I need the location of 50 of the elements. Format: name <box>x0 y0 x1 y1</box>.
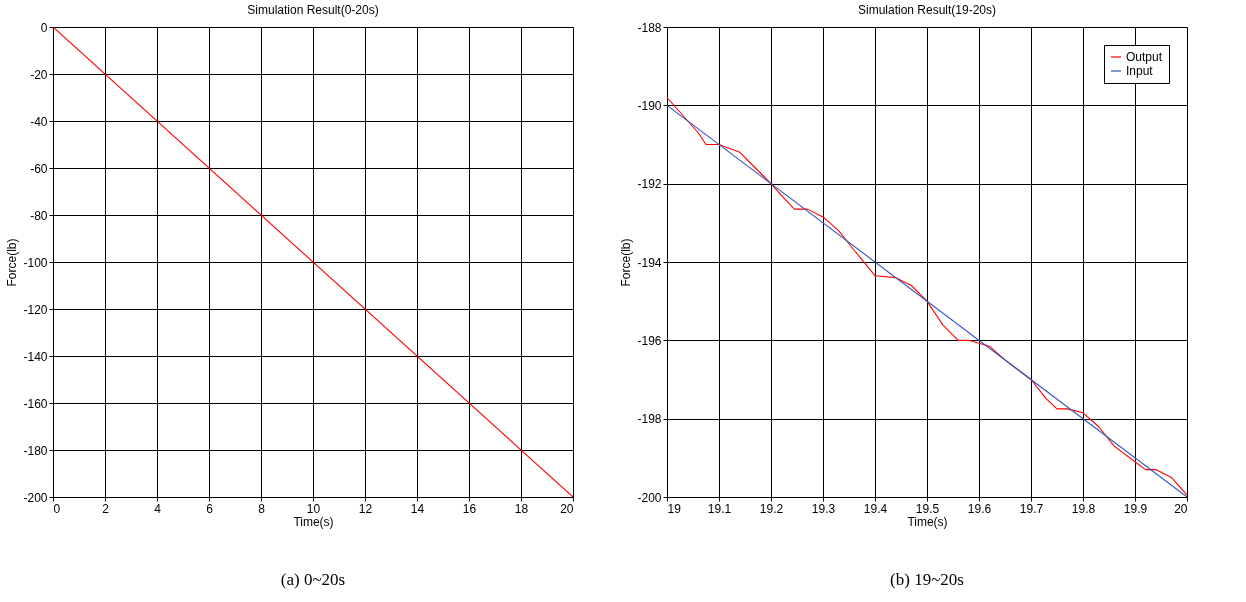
y-tick-label: -198 <box>637 412 662 427</box>
y-tick-label: -160 <box>23 396 48 411</box>
chart-title: Simulation Result(0-20s) <box>247 3 379 17</box>
y-tick-label: -180 <box>23 443 48 458</box>
x-tick-label: 19 <box>667 501 682 516</box>
x-tick-label: 19.7 <box>1019 501 1044 516</box>
x-tick-label: 19.9 <box>1123 501 1148 516</box>
x-tick-label: 19.2 <box>759 501 784 516</box>
y-tick-label: -80 <box>30 208 48 223</box>
y-tick-label: -20 <box>30 67 48 82</box>
y-tick-label: -100 <box>23 255 48 270</box>
text: (b) 19~20s <box>890 570 964 589</box>
y-tick-label: -200 <box>23 490 48 505</box>
x-tick-label: 20 <box>1174 501 1188 516</box>
y-tick-label: -190 <box>637 98 662 113</box>
x-tick-label: 10 <box>306 501 321 516</box>
x-tick-label: 12 <box>358 501 373 516</box>
y-tick-label: -194 <box>637 255 662 270</box>
x-tick-label: 18 <box>514 501 529 516</box>
x-axis-title: Time(s) <box>293 514 334 529</box>
y-axis-title: Force(lb) <box>5 238 20 287</box>
x-axis-title: Time(s) <box>907 514 948 529</box>
y-tick-label: 0 <box>40 20 48 35</box>
y-tick-label: -120 <box>23 302 48 317</box>
y-tick-label: -192 <box>637 177 662 192</box>
y-tick-label: -140 <box>23 349 48 364</box>
y-axis-title: Force(lb) <box>619 238 634 287</box>
x-tick-label: 2 <box>102 501 110 516</box>
chart-title: Simulation Result(19-20s) <box>857 3 997 17</box>
x-tick-label: 16 <box>462 501 477 516</box>
x-tick-label: 20 <box>560 501 574 516</box>
x-tick-label: 19.3 <box>811 501 836 516</box>
x-tick-label: 19.8 <box>1071 501 1096 516</box>
x-tick-label: 6 <box>206 501 214 516</box>
y-tick-label: -196 <box>637 333 662 348</box>
x-tick-label: 19.4 <box>863 501 888 516</box>
legend-label: Input <box>1126 64 1154 78</box>
x-tick-label: 19.6 <box>967 501 992 516</box>
legend-label: Output <box>1126 50 1163 64</box>
x-tick-label: 19.5 <box>915 501 940 516</box>
y-tick-label: -60 <box>30 161 48 176</box>
x-tick-label: 14 <box>410 501 425 516</box>
x-tick-label: 19.1 <box>707 501 732 516</box>
x-tick-label: 0 <box>53 501 61 516</box>
text: (a) 0~20s <box>280 570 346 589</box>
x-tick-label: 4 <box>154 501 162 516</box>
y-tick-label: -200 <box>637 490 662 505</box>
x-tick-label: 8 <box>258 501 266 516</box>
y-tick-label: -188 <box>637 20 662 35</box>
y-tick-label: -40 <box>30 114 48 129</box>
